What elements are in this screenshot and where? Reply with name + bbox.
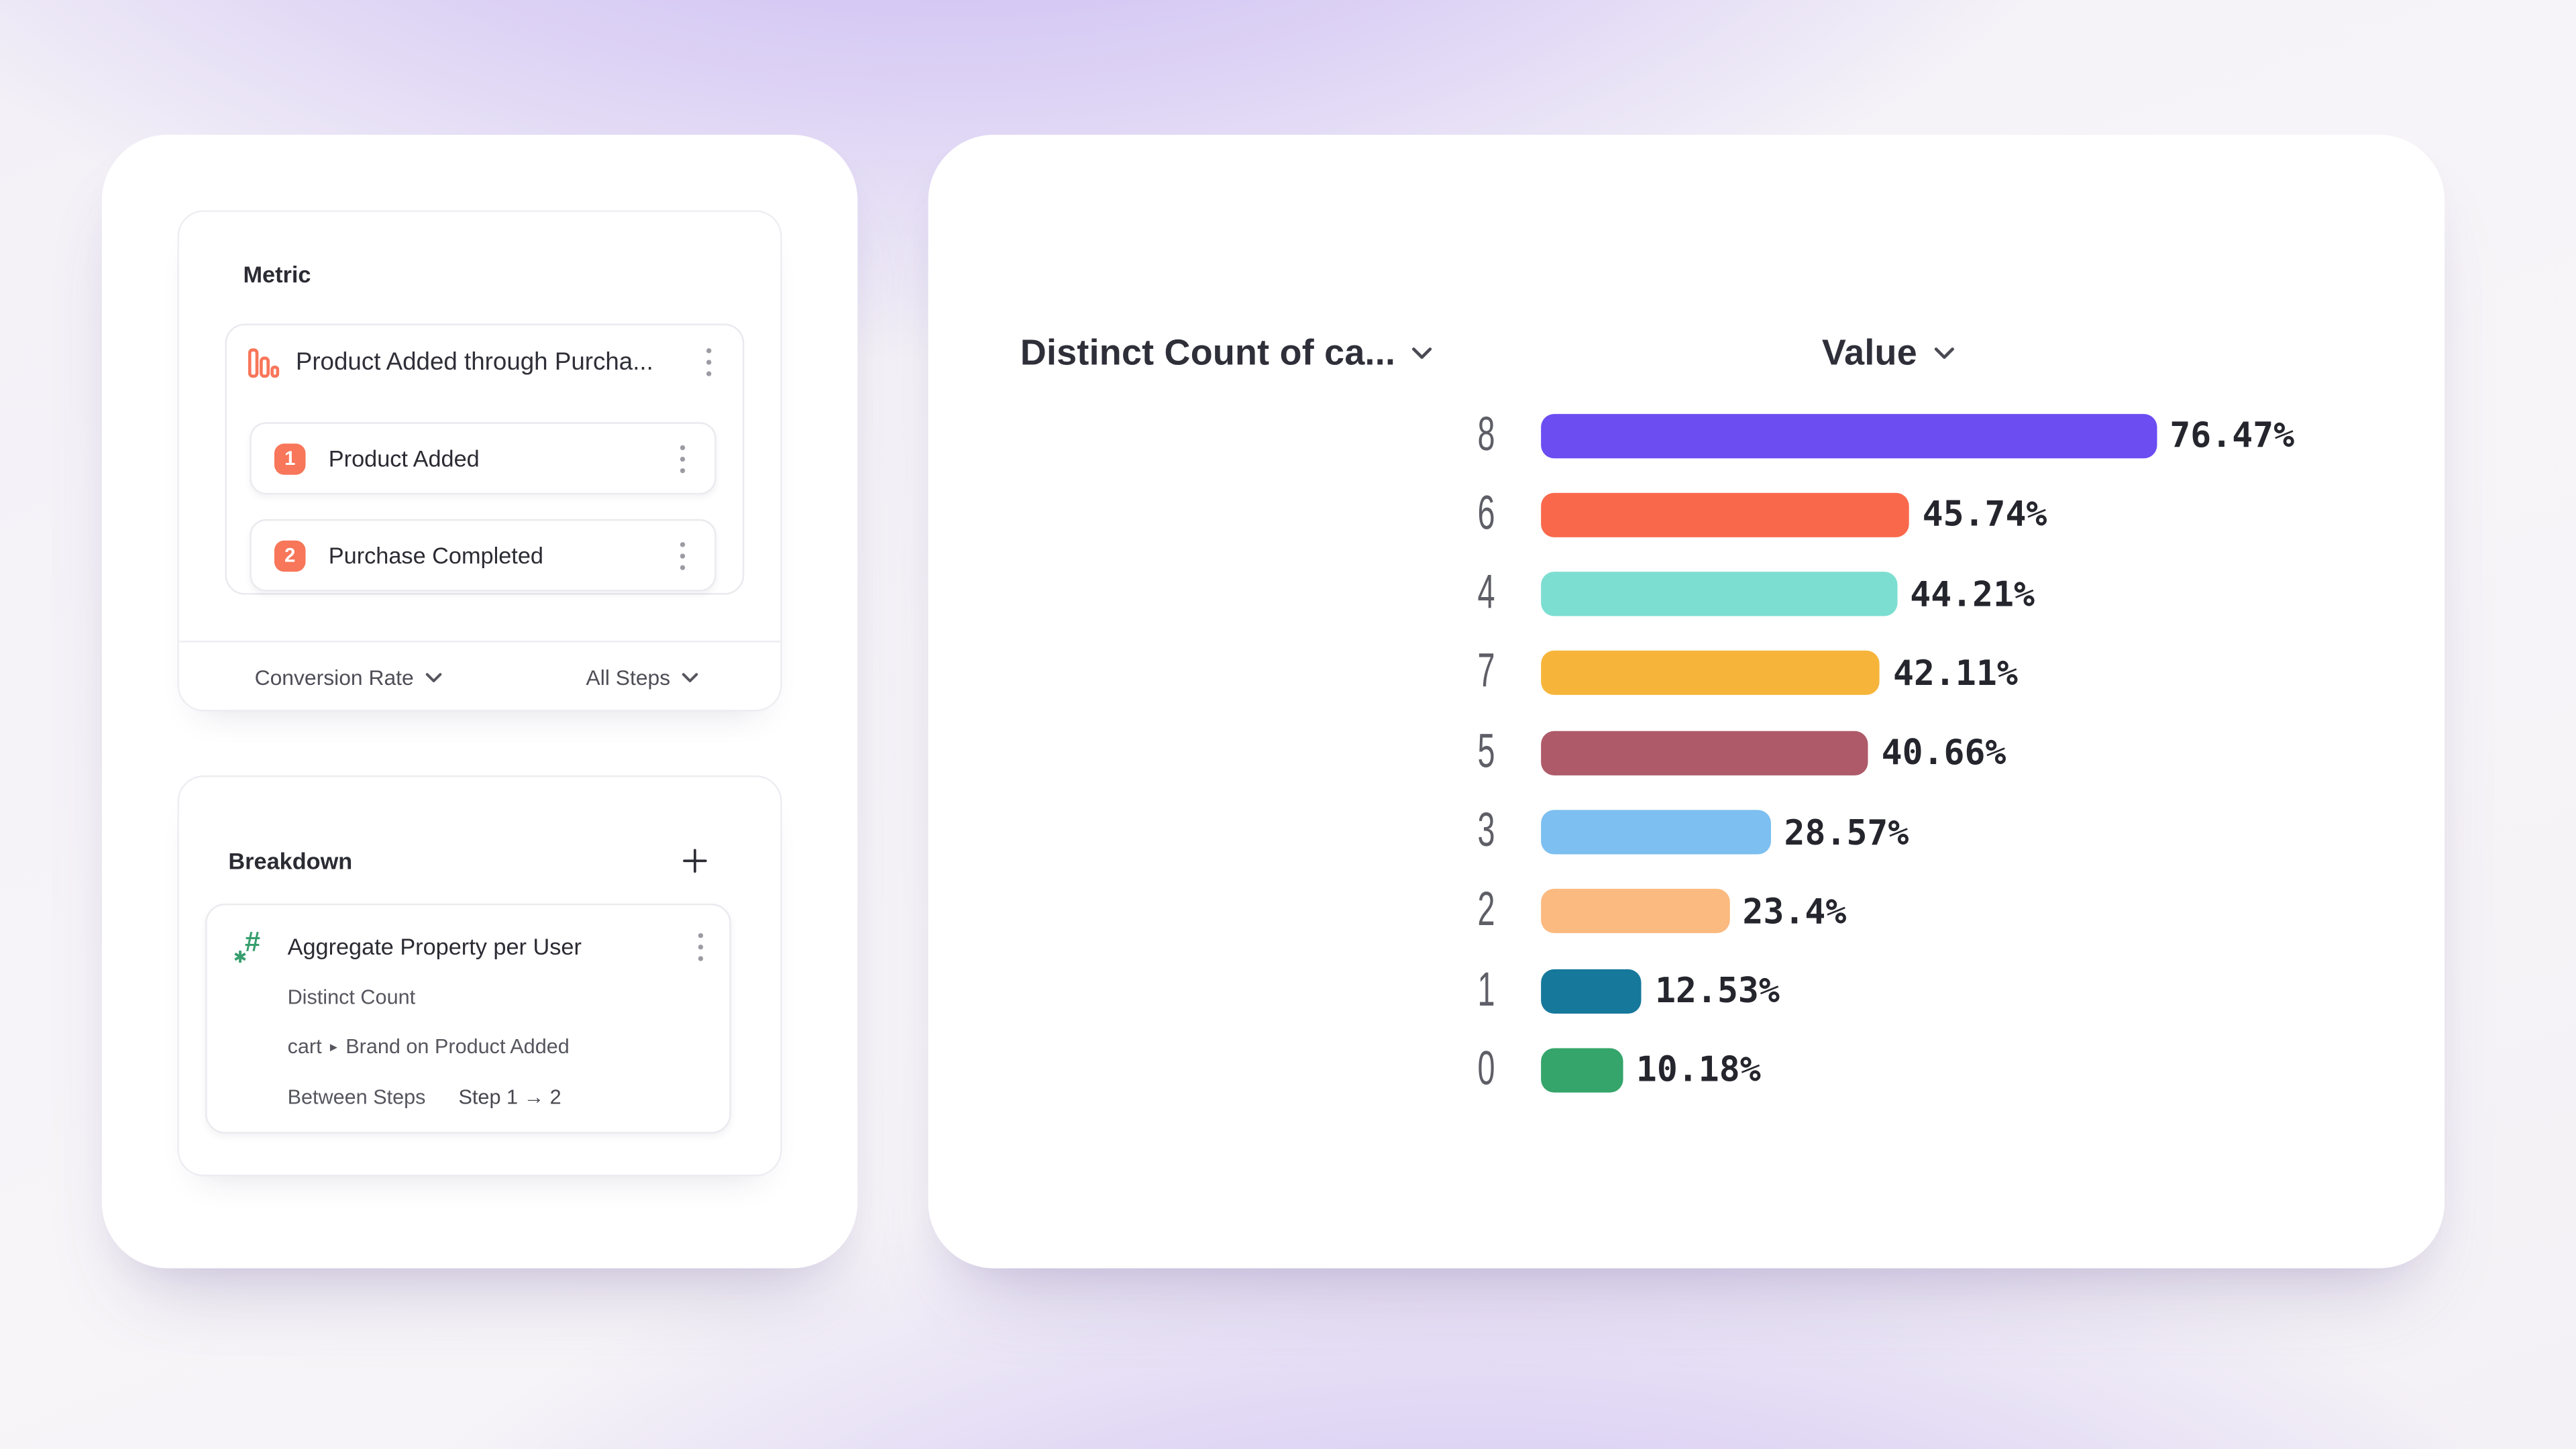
chart-row: 7 42.11% bbox=[928, 634, 2445, 713]
bar-track: 10.18% bbox=[1541, 1048, 2346, 1093]
breakdown-panel-title: Breakdown bbox=[228, 847, 353, 874]
chart-row: 5 40.66% bbox=[928, 713, 2445, 792]
query-builder-card: Metric Product Added through Purcha... 1… bbox=[101, 134, 858, 1269]
numeric-property-hash-icon bbox=[233, 926, 268, 967]
bar-value-label: 44.21% bbox=[1910, 574, 2035, 614]
bar[interactable] bbox=[1541, 651, 1880, 696]
bar-track: 45.74% bbox=[1541, 492, 2346, 537]
property-parent: cart bbox=[287, 1034, 322, 1059]
bar-chart: 8 76.47% 6 45.74% 4 44.21% 7 42.11% 5 40.66% 3 28.5… bbox=[928, 396, 2445, 1110]
bar[interactable] bbox=[1541, 572, 1897, 616]
bar-value-label: 76.47% bbox=[2169, 415, 2295, 455]
breakdown-property-title-row: Aggregate Property per User bbox=[233, 926, 710, 967]
bar-track: 40.66% bbox=[1541, 731, 2346, 775]
path-separator-icon bbox=[322, 1035, 346, 1058]
bar-track: 23.4% bbox=[1541, 889, 2346, 934]
chevron-down-icon bbox=[1934, 347, 1954, 359]
metric-panel: Metric Product Added through Purcha... 1… bbox=[177, 210, 782, 712]
bar[interactable] bbox=[1541, 731, 1869, 775]
chart-row: 3 28.57% bbox=[928, 792, 2445, 871]
bar-value-label: 10.18% bbox=[1635, 1050, 1761, 1090]
step-number-badge: 2 bbox=[274, 539, 306, 572]
value-header-label: Value bbox=[1821, 331, 1917, 373]
bar[interactable] bbox=[1541, 968, 1642, 1014]
chevron-down-icon bbox=[1413, 347, 1433, 359]
category-label: 0 bbox=[1477, 1042, 1495, 1096]
bar-value-label: 23.4% bbox=[1742, 892, 1847, 932]
category-label: 5 bbox=[1477, 725, 1495, 779]
bar-track: 76.47% bbox=[1541, 413, 2346, 458]
bar-track: 42.11% bbox=[1541, 651, 2346, 696]
category-header-label: Distinct Count of ca... bbox=[1020, 331, 1396, 373]
chart-row: 1 12.53% bbox=[928, 951, 2445, 1030]
step-label: Purchase Completed bbox=[328, 542, 544, 569]
funnel-event-name: Product Added through Purcha... bbox=[295, 348, 653, 376]
step-menu-button[interactable] bbox=[674, 439, 692, 477]
bar-track: 28.57% bbox=[1541, 810, 2346, 855]
funnel-event-selector[interactable]: Product Added through Purcha... bbox=[227, 325, 743, 399]
breakdown-menu-button[interactable] bbox=[692, 927, 710, 965]
category-column-header[interactable]: Distinct Count of ca... bbox=[1020, 332, 1434, 375]
bar[interactable] bbox=[1541, 413, 2157, 458]
chart-row: 8 76.47% bbox=[928, 396, 2445, 475]
bar[interactable] bbox=[1541, 492, 1910, 537]
breakdown-panel: Breakdown Aggregate Property per User Di… bbox=[177, 775, 782, 1177]
bar[interactable] bbox=[1541, 1048, 1623, 1093]
metric-panel-footer: Conversion Rate All Steps bbox=[178, 641, 781, 711]
metric-panel-title: Metric bbox=[243, 261, 311, 288]
bar-value-label: 40.66% bbox=[1881, 733, 2006, 773]
chart-row: 2 23.4% bbox=[928, 872, 2445, 951]
property-name: Brand on Product Added bbox=[345, 1034, 570, 1059]
chevron-down-icon bbox=[425, 672, 441, 682]
value-column-header[interactable]: Value bbox=[1822, 332, 1955, 375]
chart-row: 0 10.18% bbox=[928, 1030, 2445, 1110]
breakdown-header: Breakdown bbox=[228, 846, 708, 875]
bar-value-label: 28.57% bbox=[1784, 812, 1909, 852]
bar-track: 12.53% bbox=[1541, 968, 2346, 1014]
between-steps-row: Between Steps Step 1 → 2 bbox=[288, 1084, 706, 1110]
chevron-down-icon bbox=[682, 672, 698, 682]
bar[interactable] bbox=[1541, 889, 1729, 934]
funnel-menu-button[interactable] bbox=[700, 343, 718, 381]
category-label: 3 bbox=[1477, 805, 1495, 858]
funnel-chart-icon bbox=[248, 347, 280, 377]
funnel-step-2[interactable]: 2 Purchase Completed bbox=[250, 519, 716, 592]
category-label: 7 bbox=[1477, 646, 1495, 699]
bar-value-label: 45.74% bbox=[1922, 494, 2047, 535]
all-steps-label: All Steps bbox=[586, 664, 671, 690]
add-breakdown-button[interactable] bbox=[682, 848, 708, 874]
chart-row: 4 44.21% bbox=[928, 554, 2445, 633]
step-number-badge: 1 bbox=[274, 443, 306, 474]
conversion-rate-dropdown[interactable]: Conversion Rate bbox=[254, 664, 442, 690]
conversion-rate-label: Conversion Rate bbox=[254, 664, 414, 690]
category-label: 1 bbox=[1477, 963, 1495, 1016]
category-label: 2 bbox=[1477, 884, 1495, 937]
category-label: 6 bbox=[1477, 487, 1495, 541]
between-steps-value: Step 1 → 2 bbox=[458, 1085, 561, 1110]
chart-row: 6 45.74% bbox=[928, 475, 2445, 554]
bar[interactable] bbox=[1541, 810, 1771, 855]
chart-card: Distinct Count of ca... Value 8 76.47% 6 45… bbox=[928, 134, 2445, 1269]
category-label: 4 bbox=[1477, 567, 1495, 620]
funnel-definition-group: Product Added through Purcha... 1 Produc… bbox=[225, 323, 745, 595]
breakdown-property-name: Aggregate Property per User bbox=[287, 933, 582, 960]
between-steps-label: Between Steps bbox=[287, 1085, 426, 1110]
all-steps-dropdown[interactable]: All Steps bbox=[586, 664, 698, 690]
breakdown-property-card[interactable]: Aggregate Property per User Distinct Cou… bbox=[205, 903, 731, 1134]
funnel-step-1[interactable]: 1 Product Added bbox=[250, 422, 716, 495]
aggregation-type-label: Distinct Count bbox=[287, 985, 416, 1009]
property-path: cart Brand on Product Added bbox=[288, 1033, 706, 1061]
bar-value-label: 12.53% bbox=[1655, 971, 1780, 1011]
step-label: Product Added bbox=[328, 445, 480, 472]
step-menu-button[interactable] bbox=[674, 537, 692, 574]
bar-track: 44.21% bbox=[1541, 572, 2346, 616]
category-label: 8 bbox=[1477, 408, 1495, 462]
bar-value-label: 42.11% bbox=[1893, 653, 2018, 694]
